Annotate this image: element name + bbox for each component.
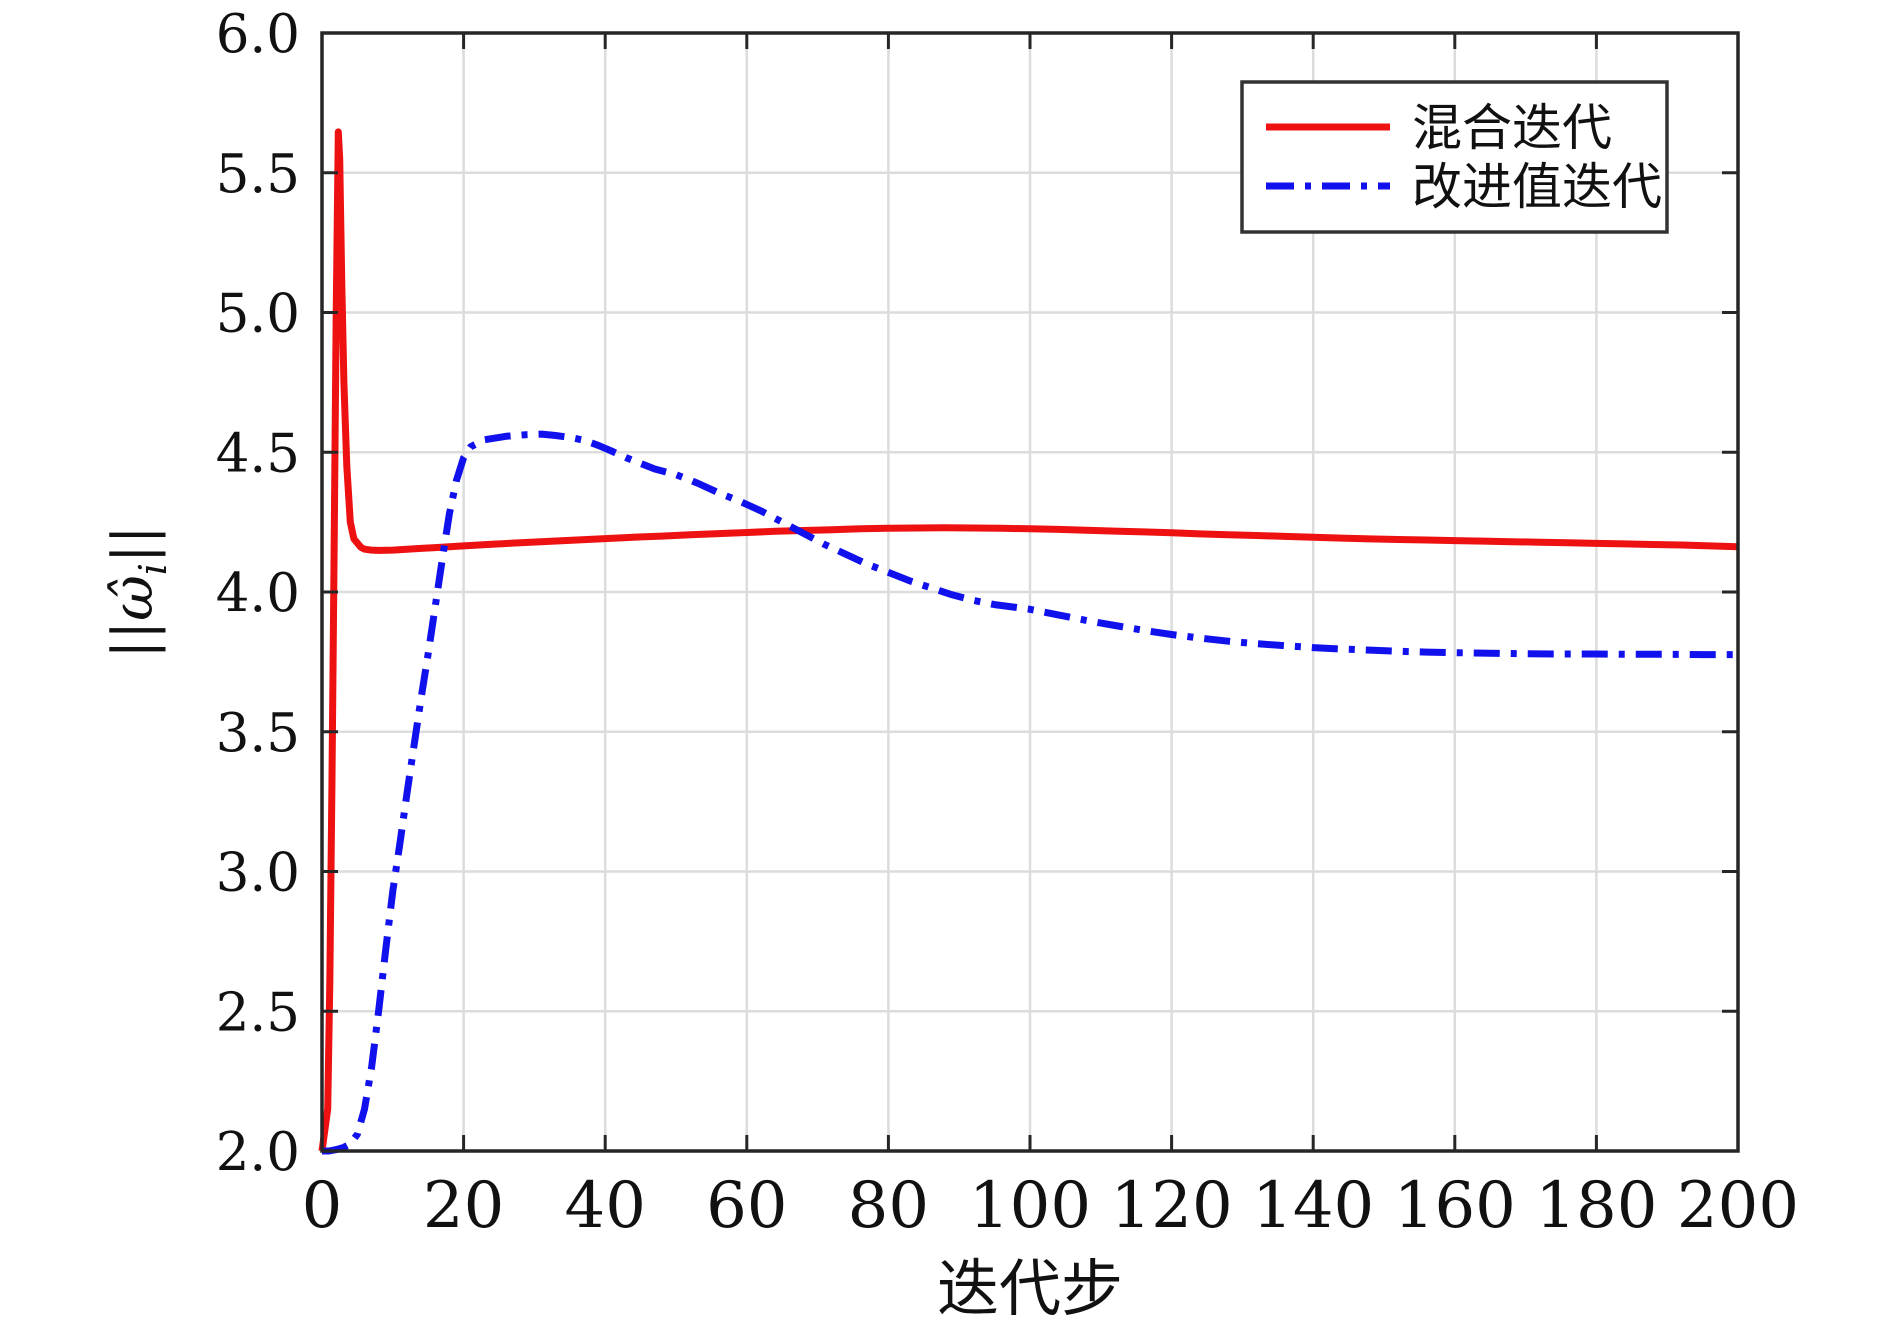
- x-tick-label: 180: [1535, 1169, 1657, 1243]
- x-tick-label: 160: [1394, 1169, 1516, 1243]
- x-tick-label: 120: [1111, 1169, 1233, 1243]
- y-tick-label: 4.0: [216, 563, 300, 624]
- series-line-1: [322, 430, 1738, 1155]
- x-tick-label: 80: [848, 1169, 929, 1243]
- y-tick-label: 4.5: [216, 423, 300, 484]
- y-tick-label: 3.5: [216, 703, 300, 764]
- x-tick-label: 20: [423, 1169, 504, 1243]
- y-tick-label: 5.5: [216, 144, 300, 205]
- y-tick-label: 2.5: [216, 982, 300, 1043]
- y-tick-label: 5.0: [216, 284, 300, 345]
- x-tick-label: 200: [1677, 1169, 1799, 1243]
- x-tick-label: 60: [706, 1169, 787, 1243]
- series-line-0: [318, 128, 1739, 1152]
- x-tick-label: 40: [564, 1169, 645, 1243]
- y-axis-label-text: ||ω̂i||: [101, 525, 175, 658]
- y-tick-labels: 2.0 2.5 3.0 3.5 4.0 4.5 5.0 5.5 6.0: [216, 4, 300, 1183]
- x-axis-label: 迭代步: [937, 1252, 1123, 1325]
- tick-marks: [320, 31, 1740, 1153]
- y-tick-label: 6.0: [216, 4, 300, 65]
- x-tick-label: 140: [1252, 1169, 1374, 1243]
- data-series: [318, 128, 1739, 1155]
- legend-label-0: 混合迭代: [1412, 99, 1612, 157]
- legend-label-1: 改进值迭代: [1412, 158, 1662, 216]
- y-axis-label: ||ω̂i||: [101, 525, 175, 658]
- x-tick-labels: 0 20 40 60 80 100 120 140 160 180 200: [302, 1169, 1799, 1243]
- x-tick-label: 100: [969, 1169, 1091, 1243]
- x-tick-label: 0: [302, 1169, 343, 1243]
- legend-box: [1240, 80, 1669, 234]
- y-tick-label: 3.0: [216, 843, 300, 904]
- y-tick-label: 2.0: [216, 1122, 300, 1183]
